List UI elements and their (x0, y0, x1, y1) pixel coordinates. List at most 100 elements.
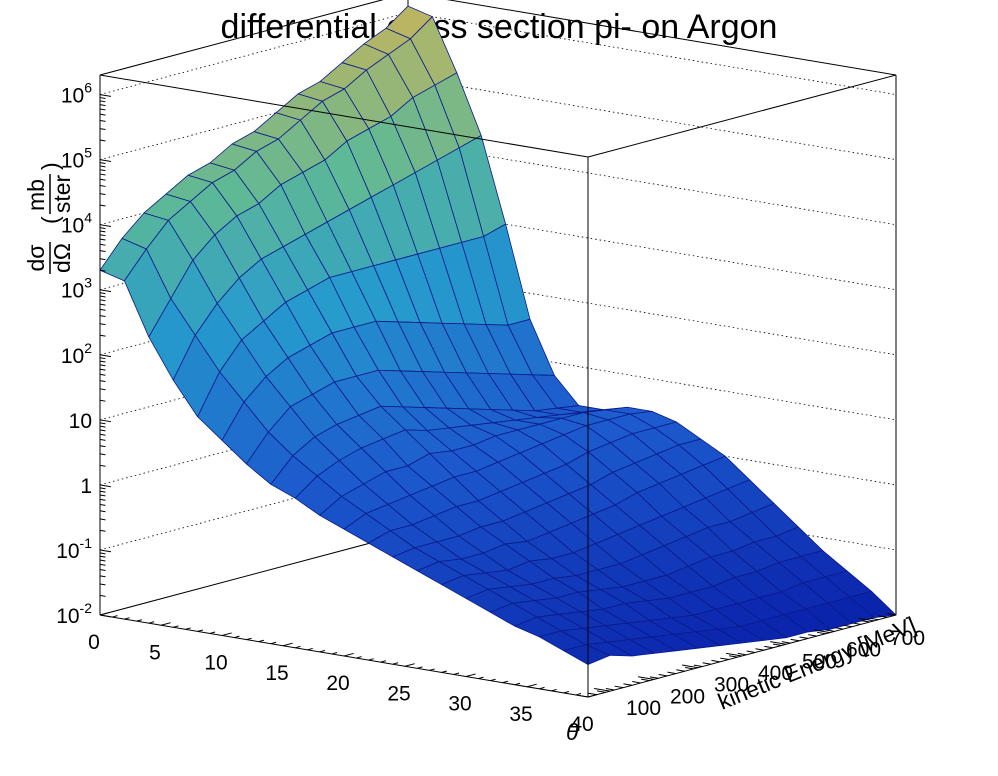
x-minor-tick (392, 662, 399, 665)
x-tick-label: 20 (326, 672, 349, 695)
z-minor-tick (99, 119, 106, 122)
z-label-numerator: dσ (23, 245, 49, 272)
z-minor-tick (99, 594, 106, 597)
z-minor-tick (99, 315, 106, 318)
y-minor-tick (852, 622, 861, 625)
y-minor-tick (632, 681, 641, 684)
z-tick (99, 549, 112, 553)
z-minor-tick (99, 445, 106, 448)
z-tick-label: 104 (61, 210, 92, 238)
z-minor-tick (99, 368, 106, 371)
z-minor-tick (99, 453, 106, 456)
z-minor-tick (99, 510, 106, 513)
x-axis-ticks: 0 5 10 15 20 25 30 35 40 (88, 611, 598, 736)
z-minor-tick (99, 425, 106, 428)
y-minor-tick (790, 638, 800, 642)
y-tick-label: 600 (846, 639, 881, 662)
x-minor-tick (295, 645, 301, 649)
y-tick (814, 629, 831, 634)
x-tick (404, 663, 415, 667)
z-axis-label: dσ dΩ ( mb ster ) (23, 162, 75, 274)
z-minor-tick (99, 169, 106, 172)
y-minor-tick (878, 615, 888, 618)
z-minor-tick (99, 503, 106, 506)
z-minor-tick (99, 173, 106, 176)
z-minor-tick (99, 433, 106, 436)
x-minor-tick (148, 621, 155, 624)
z-label-paren-close: ) (37, 162, 63, 170)
y-minor-tick (614, 685, 624, 689)
z-minor-tick (99, 360, 106, 363)
x-minor-tick (307, 647, 313, 651)
z-minor-tick (99, 357, 106, 360)
z-minor-tick (99, 100, 106, 103)
y-minor-tick (693, 664, 703, 668)
z-minor-tick (99, 399, 106, 402)
x-tick (282, 642, 293, 647)
grid-line-z (99, 272, 897, 356)
grid-line-z (99, 337, 897, 421)
y-minor-tick (746, 650, 756, 653)
z-minor-tick (99, 139, 106, 142)
z-minor-tick (99, 303, 106, 306)
y-minor-tick (799, 636, 809, 639)
z-tick-label: 10 (69, 410, 92, 433)
y-minor-tick (755, 648, 765, 651)
z-tick-label: 105 (61, 145, 92, 173)
x-minor-tick (563, 691, 570, 694)
x-minor-tick (234, 635, 240, 639)
z-minor-tick (99, 494, 106, 497)
y-tick (638, 676, 655, 680)
x-tick (221, 632, 232, 636)
y-minor-tick (605, 688, 615, 691)
y-minor-tick (816, 631, 826, 635)
z-axis-ticks: 10-2 10-1 1 10 102 103 104 105 106 (56, 80, 112, 628)
x-tick (465, 673, 476, 677)
x-minor-tick (197, 629, 204, 632)
z-minor-tick (99, 243, 106, 246)
y-minor-tick (808, 634, 817, 637)
z-tick (99, 94, 112, 97)
z-tick (99, 159, 112, 162)
z-minor-tick (99, 323, 106, 326)
y-minor-tick (720, 657, 729, 661)
y-minor-tick (588, 692, 597, 696)
z-minor-tick (99, 269, 106, 272)
x-axis-label: θ (566, 719, 579, 745)
z-tick-label: 10-2 (56, 600, 92, 628)
y-tick-label: 400 (758, 662, 793, 685)
y-minor-tick (772, 643, 782, 646)
z-tick (99, 289, 112, 293)
x-minor-tick (209, 631, 216, 634)
x-tick-label: 25 (387, 682, 410, 705)
y-tick (682, 664, 699, 669)
y-minor-tick (579, 695, 589, 698)
grid-line-z (99, 77, 897, 161)
x-minor-tick (368, 658, 374, 661)
x-tick (343, 652, 354, 657)
y-minor-tick (676, 669, 685, 672)
z-minor-tick (99, 227, 106, 230)
z-minor-tick (99, 204, 106, 207)
y-minor-tick (860, 620, 870, 623)
z-label-paren-open: ( (37, 216, 63, 224)
z-minor-tick (99, 429, 106, 432)
y-minor-tick (825, 629, 835, 632)
x-minor-tick (478, 676, 484, 680)
z-minor-tick (99, 364, 106, 367)
y-minor-tick (649, 676, 659, 679)
y-minor-tick (869, 617, 879, 621)
z-minor-tick (99, 490, 106, 493)
y-minor-tick (843, 624, 853, 628)
z-minor-tick (99, 165, 106, 168)
z-minor-tick (99, 388, 106, 391)
x-tick (99, 611, 110, 616)
z-minor-tick (99, 559, 106, 562)
x-tick-label: 30 (448, 693, 471, 716)
x-minor-tick (514, 682, 521, 686)
x-minor-tick (258, 639, 265, 643)
x-minor-tick (429, 668, 435, 671)
y-minor-tick (781, 641, 791, 644)
z-minor-tick (99, 234, 106, 237)
